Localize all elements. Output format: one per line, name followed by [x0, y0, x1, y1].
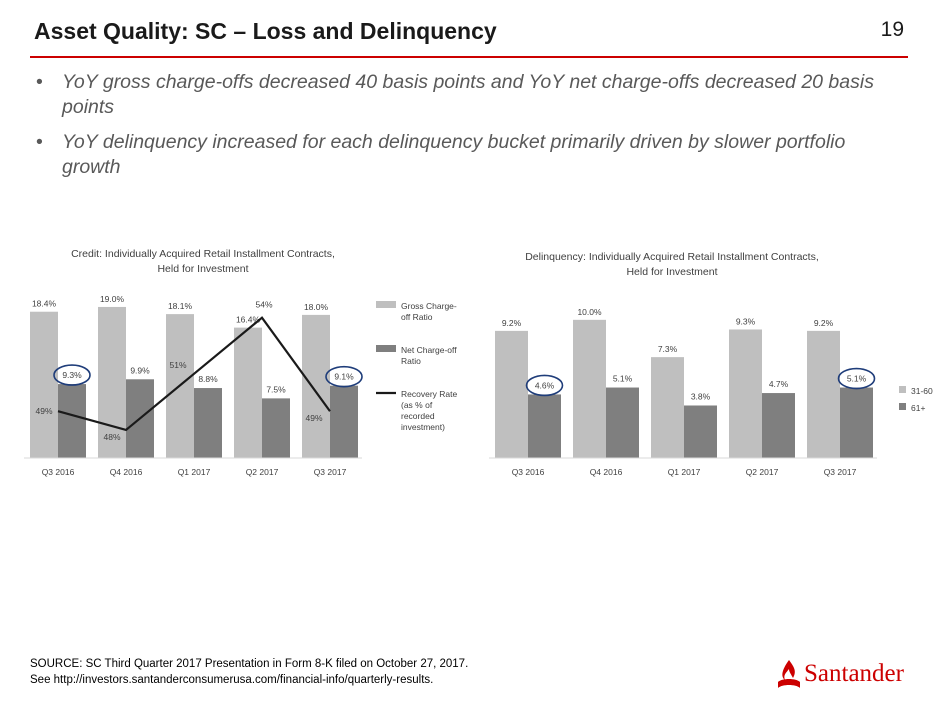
legend-label: Ratio [401, 356, 421, 366]
bar-gross [98, 306, 126, 458]
data-label: 7.5% [266, 384, 286, 394]
line-data-label: 49% [35, 406, 52, 416]
x-tick-label: Q4 2016 [590, 467, 623, 477]
source-line: SOURCE: SC Third Quarter 2017 Presentati… [30, 658, 469, 670]
page-number: 19 [880, 18, 904, 41]
data-label: 4.6% [535, 380, 555, 390]
bar-net [528, 394, 561, 458]
bullet-dot-icon: • [36, 131, 43, 153]
source-line: See http://investors.santanderconsumerus… [30, 674, 434, 686]
bar-net [58, 384, 86, 458]
line-data-label: 51% [169, 360, 186, 370]
recovery-rate-line [57, 316, 331, 432]
highlight-circle [325, 365, 363, 388]
legend-label: Net Charge-off [401, 345, 457, 355]
data-label: 18.1% [168, 301, 193, 311]
line-data-label: 54% [255, 300, 272, 310]
bar-net [194, 388, 222, 458]
bullet-list: • YoY gross charge-offs decreased 40 basi… [36, 70, 876, 190]
legend-label: recorded [401, 411, 435, 421]
data-label: 10.0% [577, 307, 602, 317]
legend-swatch [376, 301, 396, 308]
x-tick-label: Q3 2016 [42, 467, 75, 477]
chart-title: Held for Investment [157, 263, 248, 275]
legend-swatch [899, 403, 906, 410]
bar-net [762, 393, 795, 458]
legend-label: 61+ [911, 403, 925, 413]
santander-logo: Santander [776, 656, 936, 696]
bullet-dot-icon: • [36, 71, 43, 93]
legend-label: Gross Charge- [401, 301, 457, 311]
title-divider [30, 56, 908, 58]
data-label: 9.2% [814, 318, 834, 328]
bullet-item: • YoY gross charge-offs decreased 40 basi… [36, 70, 876, 120]
bar-gross [302, 314, 330, 458]
x-tick-label: Q4 2016 [110, 467, 143, 477]
data-label: 18.0% [304, 302, 329, 312]
data-label: 4.7% [769, 379, 789, 389]
x-tick-label: Q3 2016 [512, 467, 545, 477]
data-label: 9.1% [334, 372, 354, 382]
chart-title: Credit: Individually Acquired Retail Ins… [71, 248, 335, 260]
bar-gross [234, 327, 262, 458]
data-label: 9.3% [736, 316, 756, 326]
source-note: SOURCE: SC Third Quarter 2017 Presentati… [30, 656, 468, 688]
page-title: Asset Quality: SC – Loss and Delinquency [34, 18, 497, 44]
data-label: 19.0% [100, 294, 125, 304]
data-label: 5.1% [613, 374, 633, 384]
x-tick-label: Q3 2017 [314, 467, 347, 477]
chart-title: Held for Investment [626, 266, 717, 278]
data-label: 9.2% [502, 318, 522, 328]
bar-gross [729, 329, 762, 458]
x-tick-label: Q1 2017 [668, 467, 701, 477]
bar-net [840, 387, 873, 458]
bullet-text: YoY gross charge-offs decreased 40 basis… [62, 71, 874, 118]
legend-swatch [899, 386, 906, 393]
bar-gross [495, 330, 528, 458]
delinquency-chart: Delinquency: Individually Acquired Retai… [489, 251, 933, 477]
data-label: 18.4% [32, 299, 57, 309]
data-label: 3.8% [691, 391, 711, 401]
legend-swatch [376, 345, 396, 352]
bar-net [262, 398, 290, 458]
bar-gross [807, 330, 840, 458]
flame-icon [778, 660, 800, 688]
line-data-label: 48% [103, 432, 120, 442]
x-tick-label: Q1 2017 [178, 467, 211, 477]
logo-text: Santander [804, 660, 904, 687]
highlight-circle [525, 374, 564, 397]
bar-gross [651, 357, 684, 458]
chart-title: Delinquency: Individually Acquired Retai… [525, 251, 819, 263]
bar-net [684, 405, 717, 458]
bar-net [606, 387, 639, 458]
data-label: 9.3% [62, 370, 82, 380]
line-data-label: 49% [305, 413, 322, 423]
legend-label: 31-60 [911, 386, 933, 396]
data-label: 16.4% [236, 315, 261, 325]
bullet-text: YoY delinquency increased for each delin… [62, 131, 846, 178]
bar-net [330, 385, 358, 458]
legend-label: (as % of [401, 400, 433, 410]
bullet-item: • YoY delinquency increased for each deli… [36, 130, 876, 180]
data-label: 8.8% [198, 374, 218, 384]
bar-gross [573, 319, 606, 458]
highlight-circle [837, 367, 876, 390]
data-label: 9.9% [130, 365, 150, 375]
data-label: 7.3% [658, 344, 678, 354]
legend-label: investment) [401, 422, 445, 432]
highlight-circle [53, 364, 91, 386]
bar-gross [30, 311, 58, 458]
x-tick-label: Q2 2017 [746, 467, 779, 477]
legend-label: off Ratio [401, 312, 433, 322]
x-tick-label: Q3 2017 [824, 467, 857, 477]
x-tick-label: Q2 2017 [246, 467, 279, 477]
data-label: 5.1% [847, 374, 867, 384]
legend-label: Recovery Rate [401, 389, 457, 399]
credit-chart: Credit: Individually Acquired Retail Ins… [24, 248, 457, 477]
